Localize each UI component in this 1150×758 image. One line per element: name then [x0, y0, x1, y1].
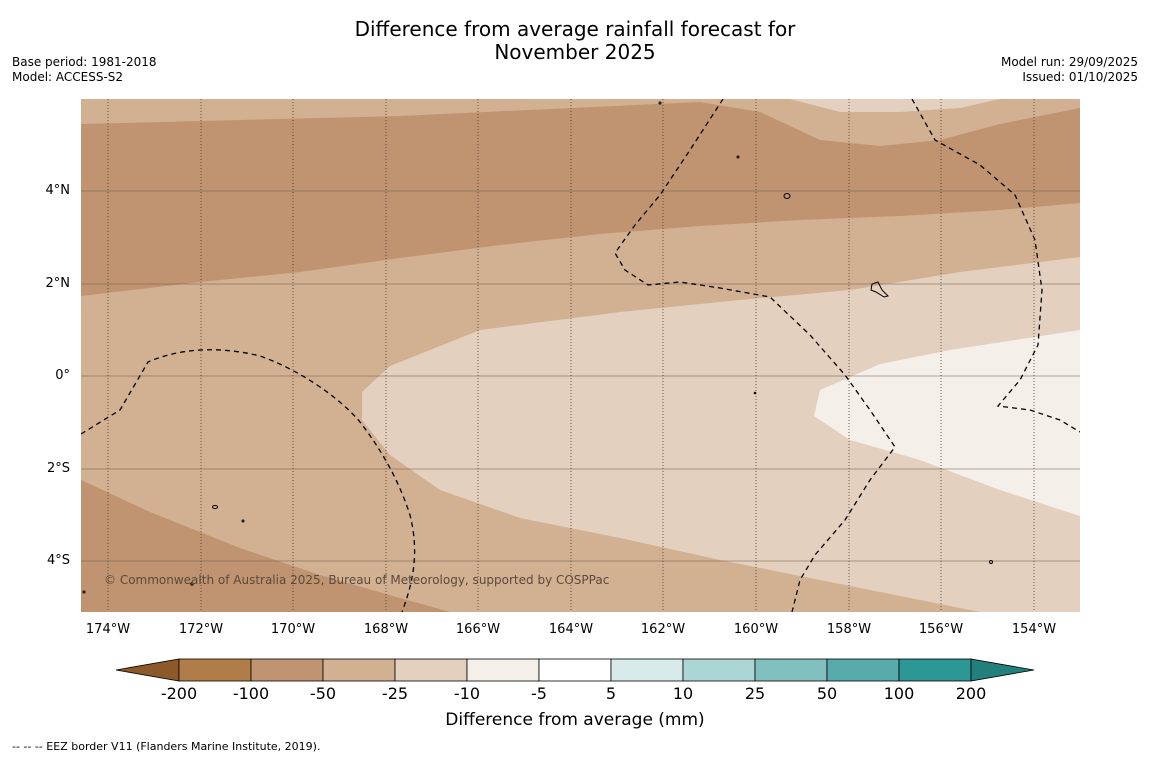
- lon-label-160w: 160°W: [733, 622, 779, 637]
- island-islet-2-icon: [989, 560, 993, 564]
- latitude-lines: [81, 190, 1080, 562]
- colorbar-label: -100: [232, 684, 270, 703]
- colorbar-label: -200: [160, 684, 198, 703]
- colorbar-segment: [394, 658, 468, 682]
- colorbar-segment: [466, 658, 540, 682]
- colorbar-label: 5: [605, 684, 617, 703]
- colorbar-segment: [682, 658, 756, 682]
- anomaly-patch-minus25-north: [790, 99, 1000, 112]
- meta-left: Base period: 1981-2018 Model: ACCESS-S2: [12, 55, 157, 85]
- map-title: Difference from average rainfall forecas…: [0, 18, 1150, 64]
- colorbar-label: -5: [531, 684, 547, 703]
- anomaly-band-minus25: [362, 257, 1080, 612]
- colorbar-extend-high: [970, 658, 1035, 682]
- lat-label-2s: 2°S: [46, 461, 70, 476]
- eez-legend-note: -- -- -- EEZ border V11 (Flanders Marine…: [12, 740, 321, 753]
- island-islet-1-icon: [212, 505, 218, 509]
- lon-label-162w: 162°W: [640, 622, 686, 637]
- colorbar-label: -10: [453, 684, 481, 703]
- colorbar-segment: [322, 658, 396, 682]
- colorbar-title: Difference from average (mm): [445, 710, 705, 730]
- eez-borders: [81, 99, 1080, 612]
- anomaly-band-minus100-south: [81, 480, 450, 612]
- lat-label-0: 0°: [55, 368, 70, 383]
- island-jarvis-icon: [783, 193, 791, 199]
- colorbar-label: 50: [816, 684, 838, 703]
- lon-label-174w: 174°W: [85, 622, 131, 637]
- lon-label-168w: 168°W: [363, 622, 409, 637]
- colorbar-label: 200: [955, 684, 987, 703]
- colorbar-segment: [538, 658, 612, 682]
- anomaly-band-minus100-north: [81, 102, 1080, 296]
- lon-label-172w: 172°W: [178, 622, 224, 637]
- lat-label-4s: 4°S: [46, 553, 70, 568]
- lat-label-4n: 4°N: [45, 183, 71, 198]
- model-name: Model: ACCESS-S2: [12, 70, 124, 84]
- colorbar-label: -50: [309, 684, 337, 703]
- colorbar-label: 10: [672, 684, 694, 703]
- colorbar-segment: [250, 658, 324, 682]
- island-islet-8-icon: [753, 391, 757, 395]
- colorbar-label: 25: [744, 684, 766, 703]
- colorbar-segment: [178, 658, 252, 682]
- lon-label-164w: 164°W: [548, 622, 594, 637]
- lon-label-170w: 170°W: [270, 622, 316, 637]
- colorbar-label: 100: [883, 684, 915, 703]
- meta-right: Model run: 29/09/2025 Issued: 01/10/2025: [1001, 55, 1138, 85]
- islands: [82, 101, 993, 594]
- title-line-2: November 2025: [494, 40, 656, 64]
- colorbar-extend-low: [115, 658, 180, 682]
- island-islet-7-icon: [82, 590, 86, 594]
- title-line-1: Difference from average rainfall forecas…: [354, 17, 796, 41]
- lat-label-2n: 2°N: [45, 276, 71, 291]
- island-islet-5-icon: [241, 519, 245, 523]
- anomaly-band-minus10: [814, 330, 1080, 516]
- lon-label-166w: 166°W: [455, 622, 501, 637]
- colorbar-segment: [898, 658, 972, 682]
- model-run: Model run: 29/09/2025: [1000, 55, 1138, 69]
- copyright-text: © Commonwealth of Australia 2025, Bureau…: [104, 573, 610, 587]
- lon-label-158w: 158°W: [826, 622, 872, 637]
- island-islet-4-icon: [658, 101, 662, 105]
- base-period: Base period: 1981-2018: [12, 55, 157, 69]
- island-islet-6-icon: [190, 582, 194, 586]
- island-islet-3-icon: [736, 155, 740, 159]
- colorbar-segment: [610, 658, 684, 682]
- issued-date: Issued: 01/10/2025: [1022, 70, 1138, 84]
- lon-label-154w: 154°W: [1011, 622, 1057, 637]
- colorbar: [115, 658, 1035, 682]
- island-kiritimati-icon: [870, 281, 889, 298]
- colorbar-label: -25: [381, 684, 409, 703]
- lon-label-156w: 156°W: [918, 622, 964, 637]
- colorbar-segment: [754, 658, 828, 682]
- colorbar-segment: [826, 658, 900, 682]
